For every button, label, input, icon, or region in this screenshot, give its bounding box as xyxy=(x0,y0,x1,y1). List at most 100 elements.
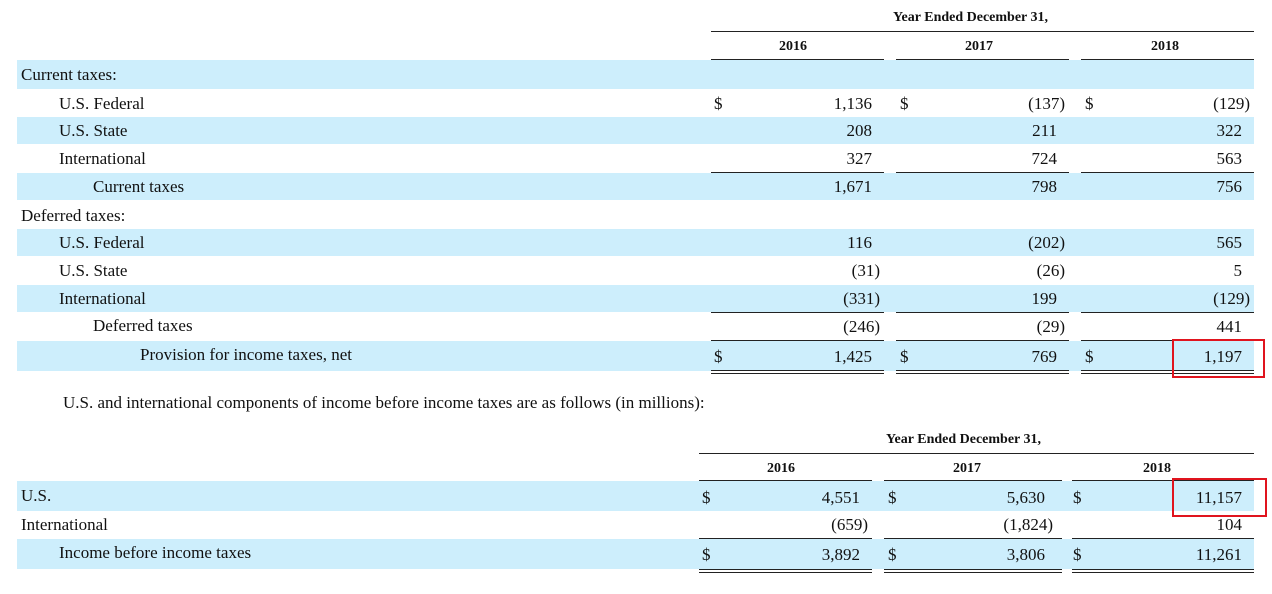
subtotal-rule xyxy=(1081,340,1254,341)
row-label: Income before income taxes xyxy=(59,543,252,562)
cell-value: 3,806 xyxy=(1006,545,1045,564)
cell-value: (26) xyxy=(1036,261,1065,280)
subtotal-rule xyxy=(711,312,884,313)
cell-value: 4,551 xyxy=(821,488,860,507)
cell-value: 769 xyxy=(1031,347,1058,366)
cell-value: 104 xyxy=(1216,515,1243,534)
subtotal-rule xyxy=(1081,312,1254,313)
row-label: U.S. Federal xyxy=(59,233,145,252)
row-band xyxy=(17,285,1254,312)
total-double-rule xyxy=(1081,370,1254,374)
cell-value: 5 xyxy=(1233,261,1243,280)
year-2016-header: 2016 xyxy=(767,461,795,476)
cell-value: (246) xyxy=(843,317,880,336)
row-label: U.S. xyxy=(21,486,52,505)
header-rule xyxy=(699,453,1254,454)
row-band xyxy=(17,341,1254,371)
row-label: International xyxy=(59,289,146,308)
cell-value: (331) xyxy=(843,289,880,308)
year-2016-header: 2016 xyxy=(779,39,807,54)
currency-symbol: $ xyxy=(900,94,909,113)
cell-value: (659) xyxy=(831,515,868,534)
cell-value: 441 xyxy=(1216,317,1243,336)
cell-value: 1,425 xyxy=(833,347,872,366)
currency-symbol: $ xyxy=(714,347,723,366)
total-double-rule xyxy=(699,569,872,573)
cell-value: 724 xyxy=(1031,149,1058,168)
row-band xyxy=(17,229,1254,256)
highlight-box xyxy=(1172,478,1267,517)
cell-value: 798 xyxy=(1031,177,1058,196)
cell-value: 563 xyxy=(1216,149,1243,168)
cell-value: 565 xyxy=(1216,233,1243,252)
currency-symbol: $ xyxy=(1073,488,1082,507)
year-ended-header: Year Ended December 31, xyxy=(893,10,1049,25)
section-label-deferred: Deferred taxes: xyxy=(21,206,126,225)
row-label: Current taxes xyxy=(93,177,185,196)
cell-value: 1,136 xyxy=(833,94,872,113)
cell-value: (31) xyxy=(851,261,880,280)
currency-symbol: $ xyxy=(702,488,711,507)
year-rule xyxy=(1072,480,1254,481)
row-label: Deferred taxes xyxy=(93,316,193,335)
year-ended-header: Year Ended December 31, xyxy=(886,432,1042,447)
currency-symbol: $ xyxy=(1085,94,1094,113)
section-label-current: Current taxes: xyxy=(21,65,117,84)
cell-value: 208 xyxy=(846,121,873,140)
currency-symbol: $ xyxy=(714,94,723,113)
year-rule xyxy=(699,480,872,481)
subtotal-rule xyxy=(896,340,1069,341)
year-2018-header: 2018 xyxy=(1151,39,1179,54)
cell-value: 322 xyxy=(1216,121,1243,140)
header-rule xyxy=(711,31,1254,32)
currency-symbol: $ xyxy=(900,347,909,366)
currency-symbol: $ xyxy=(888,545,897,564)
row-label: U.S. State xyxy=(59,261,128,280)
row-band xyxy=(17,173,1254,200)
cell-value: (1,824) xyxy=(1003,515,1053,534)
row-band xyxy=(17,481,1254,511)
cell-value: 11,157 xyxy=(1195,488,1242,507)
cell-value: 116 xyxy=(847,233,872,252)
year-rule xyxy=(896,59,1069,60)
subtotal-rule xyxy=(711,172,884,173)
total-double-rule xyxy=(896,370,1069,374)
subtotal-rule xyxy=(1081,172,1254,173)
row-band xyxy=(17,117,1254,144)
year-2018-header: 2018 xyxy=(1143,461,1171,476)
cell-value: 1,197 xyxy=(1203,347,1242,366)
cell-value: 11,261 xyxy=(1195,545,1242,564)
year-rule xyxy=(711,59,884,60)
row-band xyxy=(17,60,1254,89)
currency-symbol: $ xyxy=(702,545,711,564)
cell-value: (137) xyxy=(1028,94,1065,113)
row-label: U.S. State xyxy=(59,121,128,140)
cell-value: 5,630 xyxy=(1006,488,1045,507)
total-double-rule xyxy=(884,569,1062,573)
cell-value: (129) xyxy=(1213,289,1250,308)
cell-value: 211 xyxy=(1032,121,1057,140)
cell-value: (129) xyxy=(1213,94,1250,113)
currency-symbol: $ xyxy=(888,488,897,507)
row-label: Provision for income taxes, net xyxy=(140,345,352,364)
subtotal-rule xyxy=(896,172,1069,173)
subtotal-rule xyxy=(884,538,1062,539)
subtotal-rule xyxy=(699,538,872,539)
row-band xyxy=(17,539,1254,569)
year-rule xyxy=(884,480,1062,481)
cell-value: 3,892 xyxy=(821,545,860,564)
row-label: International xyxy=(59,149,146,168)
cell-value: 1,671 xyxy=(833,177,872,196)
subtotal-rule xyxy=(896,312,1069,313)
cell-value: (29) xyxy=(1036,317,1065,336)
cell-value: 756 xyxy=(1216,177,1243,196)
cell-value: (202) xyxy=(1028,233,1065,252)
highlight-box xyxy=(1172,339,1265,378)
year-rule xyxy=(1081,59,1254,60)
year-2017-header: 2017 xyxy=(965,39,993,54)
currency-symbol: $ xyxy=(1085,347,1094,366)
row-label: International xyxy=(21,515,108,534)
cell-value: 327 xyxy=(846,149,873,168)
total-double-rule xyxy=(711,370,884,374)
currency-symbol: $ xyxy=(1073,545,1082,564)
